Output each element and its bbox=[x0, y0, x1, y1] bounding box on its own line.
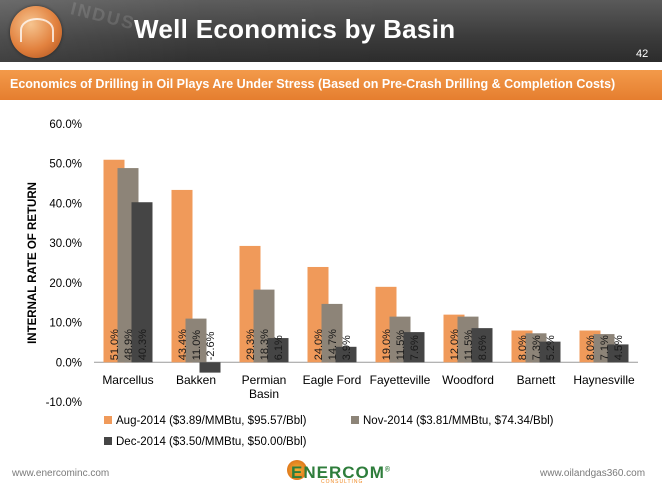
header-sheen bbox=[0, 0, 662, 62]
category-label: Barnett bbox=[517, 373, 556, 387]
data-label: 43.4% bbox=[177, 329, 189, 360]
y-tick-label: 10.0% bbox=[49, 318, 82, 330]
bar bbox=[471, 328, 493, 363]
legend-entry: Aug-2014 ($3.89/MMBtu, $95.57/Bbl) bbox=[116, 415, 307, 427]
bars-group: 51.0% 48.9% 40.3% 43.4% 11.0% -2.6% 29.3% 18.3%… bbox=[103, 159, 629, 373]
category-label: Eagle Ford bbox=[303, 373, 362, 387]
company-logo-icon bbox=[10, 6, 62, 58]
data-label: 51.0% bbox=[109, 329, 121, 360]
data-label: 6.1% bbox=[273, 335, 285, 360]
data-label: 8.0% bbox=[585, 335, 597, 360]
y-tick-label: 20.0% bbox=[49, 278, 82, 290]
data-label: 7.1% bbox=[599, 335, 611, 360]
brand-wordmark: ENERCOM® bbox=[291, 463, 391, 483]
irr-bar-chart: 60.0% 50.0% 40.0% 30.0% 20.0% 10.0% 0.0% -10.0%… bbox=[27, 119, 638, 448]
data-label: -2.6% bbox=[205, 331, 217, 360]
category-label: Woodford bbox=[442, 373, 494, 387]
category-label: Bakken bbox=[176, 373, 216, 387]
y-tick-label: 50.0% bbox=[49, 159, 82, 171]
legend-entry: Nov-2014 ($3.81/MMBtu, $74.34/Bbl) bbox=[363, 415, 554, 427]
data-label: 24.0% bbox=[313, 329, 325, 360]
brand-name: ENERCOM bbox=[291, 463, 385, 482]
y-tick-label: 40.0% bbox=[49, 198, 82, 210]
legend-swatch bbox=[104, 437, 112, 445]
data-label: 7.6% bbox=[409, 335, 421, 360]
legend-swatch bbox=[104, 416, 112, 424]
subtitle-text: Economics of Drilling in Oil Plays Are U… bbox=[10, 77, 616, 91]
enercom-brand: ENERCOM® CONSULTING bbox=[287, 460, 390, 485]
data-label: 11.5% bbox=[395, 330, 407, 361]
bar bbox=[199, 362, 221, 373]
category-label: Permian bbox=[242, 373, 287, 387]
category-label: Marcellus bbox=[102, 373, 153, 387]
data-label: 11.5% bbox=[463, 330, 475, 361]
slide-title: Well Economics by Basin bbox=[134, 14, 456, 44]
data-label: 5.2% bbox=[545, 335, 557, 360]
footer-left-url: www.enercominc.com bbox=[12, 468, 110, 479]
y-axis-title: INTERNAL RATE OF RETURN bbox=[27, 182, 39, 344]
footer-right-url: www.oilandgas360.com bbox=[540, 468, 646, 479]
data-label: 29.3% bbox=[245, 329, 257, 360]
y-tick-label: -10.0% bbox=[46, 397, 82, 409]
data-label: 3.9% bbox=[341, 335, 353, 360]
page-number: 42 bbox=[636, 48, 649, 60]
legend-swatch bbox=[351, 416, 359, 424]
data-label: 11.0% bbox=[191, 330, 203, 361]
bar bbox=[131, 202, 153, 363]
data-label: 19.0% bbox=[381, 329, 393, 360]
slide-header: INDUS Well Economics by Basin 42 bbox=[0, 0, 662, 62]
bar bbox=[185, 318, 207, 363]
category-label: Haynesville bbox=[573, 373, 635, 387]
bar bbox=[607, 344, 629, 363]
bar bbox=[539, 341, 561, 363]
data-label: 7.3% bbox=[531, 335, 543, 360]
data-label: 8.6% bbox=[477, 335, 489, 360]
logo-arc bbox=[20, 18, 54, 42]
legend-entry: Dec-2014 ($3.50/MMBtu, $50.00/Bbl) bbox=[116, 436, 307, 448]
y-tick-label: 0.0% bbox=[56, 357, 82, 369]
data-label: 8.0% bbox=[517, 335, 529, 360]
data-label: 48.9% bbox=[123, 329, 135, 360]
data-label: 14.7% bbox=[327, 329, 339, 360]
sun-logo-icon bbox=[287, 460, 307, 480]
data-label: 4.5% bbox=[613, 335, 625, 360]
bar bbox=[403, 332, 425, 363]
bar bbox=[335, 346, 357, 363]
data-label: 18.3% bbox=[259, 329, 271, 360]
bar bbox=[267, 338, 289, 363]
data-label: 40.3% bbox=[137, 329, 149, 360]
legend: Aug-2014 ($3.89/MMBtu, $95.57/Bbl) Nov-20… bbox=[104, 415, 554, 448]
category-label: Basin bbox=[249, 387, 279, 401]
subtitle-banner: Economics of Drilling in Oil Plays Are U… bbox=[0, 70, 662, 100]
y-tick-label: 30.0% bbox=[49, 238, 82, 250]
brand-subtitle: CONSULTING bbox=[321, 479, 364, 485]
data-label: 12.0% bbox=[449, 329, 461, 360]
category-label: Fayetteville bbox=[370, 373, 431, 387]
brand-mark: ® bbox=[384, 466, 392, 474]
y-tick-label: 60.0% bbox=[49, 119, 82, 131]
